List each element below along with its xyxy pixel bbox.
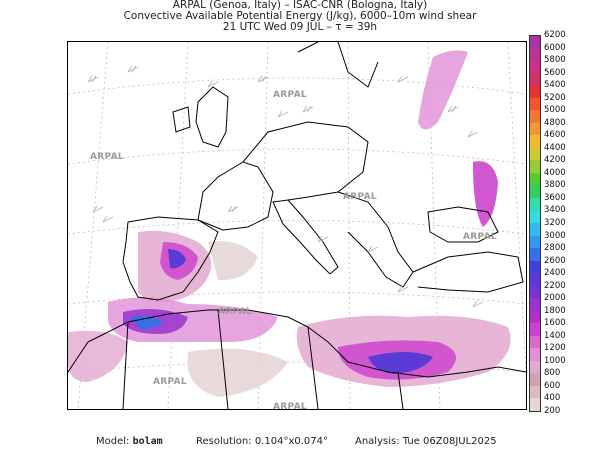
colorbar-swatch: [529, 60, 541, 73]
colorbar-tick-label: 6200: [544, 30, 566, 40]
colorbar-swatch: [529, 223, 541, 236]
colorbar-swatch: [529, 360, 541, 374]
analysis-label: Analysis:: [355, 436, 400, 447]
colorbar-tick-label: 3600: [544, 192, 566, 203]
cape-colorbar: 200 400 600 800 1000 1200 1400 1600 1800 2000 2200…: [529, 30, 600, 418]
colorbar-tick-label: 1400: [544, 330, 566, 341]
colorbar-swatch: [529, 110, 541, 123]
colorbar-swatch: [529, 260, 541, 274]
colorbar-swatch: [529, 122, 541, 136]
model-info: Model: bolam: [96, 436, 163, 447]
colorbar-swatch: [529, 172, 541, 186]
colorbar-swatch: [529, 160, 541, 173]
model-value: bolam: [132, 436, 163, 447]
colorbar-tick-label: 5200: [544, 92, 566, 103]
arpal-watermark-7: ARPAL: [273, 402, 307, 410]
colorbar-tick-label: 600: [544, 380, 561, 391]
arpal-watermark-5: ARPAL: [463, 232, 497, 242]
colorbar-swatch: [529, 285, 541, 299]
colorbar-swatch: [529, 335, 541, 349]
colorbar-tick-label: 5400: [544, 80, 566, 91]
colorbar-tick-label: 4800: [544, 117, 566, 128]
colorbar-swatch: [529, 147, 541, 161]
map-canvas: [68, 42, 526, 409]
colorbar-tick-label: 3800: [544, 180, 566, 191]
title-line-3: 21 UTC Wed 09 JUL – τ = 39h: [222, 21, 378, 33]
resolution-label: Resolution:: [196, 436, 252, 447]
colorbar-swatch: [529, 273, 541, 286]
colorbar-tick-label: 4000: [544, 167, 566, 178]
colorbar-swatch: [529, 235, 541, 249]
colorbar-tick-label: 4400: [544, 142, 566, 153]
colorbar-swatch: [529, 135, 541, 148]
colorbar-tick-label: 2200: [544, 280, 566, 291]
resolution-value: 0.104°x0.074°: [254, 436, 328, 447]
colorbar-tick-label: 1600: [544, 318, 566, 329]
colorbar-tick-label: 2600: [544, 255, 566, 266]
title-line-2: Convective Available Potential Energy (J…: [123, 10, 477, 22]
arpal-watermark-6: ARPAL: [153, 377, 187, 387]
colorbar-swatch: [529, 97, 541, 111]
arpal-watermark-3: ARPAL: [218, 307, 252, 317]
analysis-info: Analysis: Tue 06Z08JUL2025: [355, 436, 497, 447]
colorbar-tick-label: 1800: [544, 305, 566, 316]
colorbar-tick-label: 3200: [544, 218, 566, 228]
colorbar-swatch: [529, 197, 541, 211]
colorbar-swatch: [529, 72, 541, 86]
model-label: Model:: [96, 436, 130, 447]
arpal-watermark-4: ARPAL: [343, 192, 377, 202]
colorbar-swatch: [529, 185, 541, 198]
wind-barbs: [87, 65, 484, 308]
coastlines: [68, 42, 526, 409]
colorbar-tick-label: 1200: [544, 343, 566, 354]
colorbar-tick-label: 800: [544, 368, 561, 379]
map-area: ARPAL ARPAL ARPAL ARPAL ARPAL ARPAL ARPA…: [67, 41, 527, 410]
cape-shading: [68, 50, 511, 397]
colorbar-tick-label: 3400: [544, 205, 566, 216]
colorbar-tick-label: 2000: [544, 293, 566, 304]
colorbar-swatch: [529, 348, 541, 361]
colorbar-swatch: [529, 373, 541, 386]
colorbar-tick-label: 5800: [544, 55, 566, 66]
colorbar-swatch: [529, 85, 541, 98]
colorbar-swatch: [529, 248, 541, 261]
arpal-watermark-2: ARPAL: [273, 90, 307, 100]
footer: Model: bolam Resolution: 0.104°x0.074° A…: [0, 434, 600, 450]
colorbar-tick-label: 5600: [544, 67, 566, 78]
colorbar-swatch: [529, 47, 541, 61]
colorbar-tick-label: 4600: [544, 130, 566, 141]
colorbar-swatch: [529, 210, 541, 223]
arpal-watermark-1: ARPAL: [90, 152, 124, 162]
colorbar-tick-label: 1000: [544, 355, 566, 366]
colorbar-tick-label: 5000: [544, 105, 566, 116]
colorbar-tick-label: 3000: [544, 230, 566, 241]
colorbar-tick-label: 4200: [544, 155, 566, 166]
colorbar-swatch: [529, 385, 541, 399]
colorbar-tick-label: 200: [544, 406, 561, 416]
colorbar-tick-label: 2400: [544, 268, 566, 279]
analysis-value: Tue 06Z08JUL2025: [402, 436, 497, 447]
colorbar-swatch: [529, 323, 541, 336]
map-title: ARPAL (Genoa, Italy) – ISAC-CNR (Bologna…: [0, 0, 600, 33]
colorbar-swatch: [529, 298, 541, 311]
colorbar-swatch: [529, 35, 541, 49]
colorbar-tick-label: 2800: [544, 243, 566, 254]
colorbar-swatch: [529, 310, 541, 324]
resolution-info: Resolution: 0.104°x0.074°: [196, 436, 328, 447]
colorbar-swatch: [529, 398, 541, 412]
colorbar-tick-label: 400: [544, 393, 561, 404]
colorbar-tick-label: 6000: [544, 42, 566, 53]
title-line-1: ARPAL (Genoa, Italy) – ISAC-CNR (Bologna…: [172, 0, 428, 11]
